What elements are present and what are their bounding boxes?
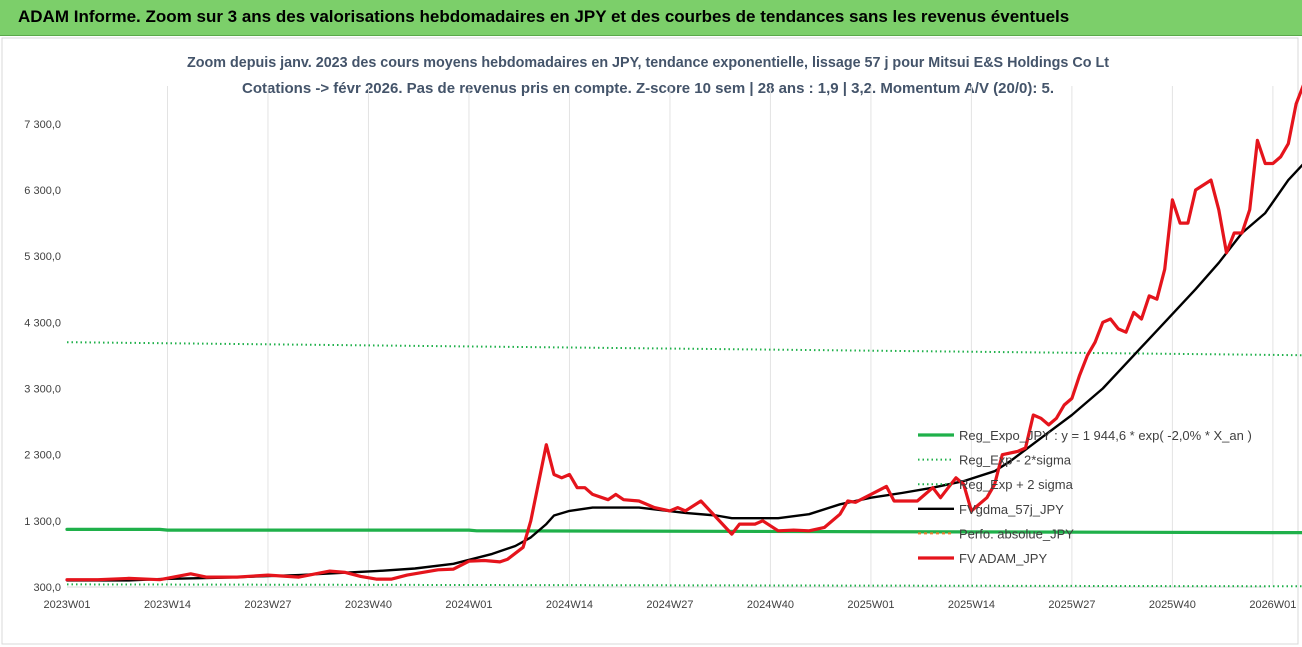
header-banner: ADAM Informe. Zoom sur 3 ans des valoris… [0,0,1302,36]
x-tick-label: 2025W40 [1149,599,1196,611]
y-tick-label: 7 300,0 [24,119,61,131]
series-line [66,583,1302,588]
y-tick-label: 1 300,0 [24,516,61,528]
x-tick-label: 2025W27 [1048,599,1095,611]
trend-chart: Zoom depuis janv. 2023 des cours moyens … [1,37,1302,645]
y-tick-label: 300,0 [33,582,61,594]
chart-subtitle: Cotations -> févr 2026. Pas de revenus p… [242,80,1054,97]
x-tick-label: 2024W01 [445,599,492,611]
x-tick-label: 2024W27 [646,599,693,611]
x-tick-label: 2023W27 [244,599,291,611]
legend-entry: FVgdma_57j_JPY [959,502,1064,517]
x-tick-label: 2023W40 [345,599,392,611]
x-tick-label: 2023W01 [43,599,90,611]
x-tick-label: 2024W14 [546,599,593,611]
y-tick-label: 2 300,0 [24,450,61,462]
report-title: ADAM Informe. Zoom sur 3 ans des valoris… [18,7,1070,26]
legend-entry: Reg_Exp + 2 sigma [959,477,1074,492]
y-tick-label: 3 300,0 [24,383,61,395]
x-axis-ticks: 2023W01 2023W14 2023W27 2023W40 2024W01 2024W… [43,599,1296,611]
legend-entry: Reg_Exp - 2*sigma [959,453,1072,468]
x-tick-label: 2025W14 [948,599,995,611]
series-lines [65,84,1302,588]
series-line [66,341,1302,357]
y-tick-label: 5 300,0 [24,251,61,263]
y-axis-ticks: 300,0 1 300,0 2 300,0 3 300,0 4 300,0 5 300,0… [24,119,61,594]
series-line [65,84,1302,582]
x-tick-label: 2025W01 [847,599,894,611]
x-tick-label: 2023W14 [144,599,191,611]
series-line [65,527,1302,535]
chart-title: Zoom depuis janv. 2023 des cours moyens … [187,54,1109,71]
x-tick-label: 2026W01 [1249,599,1296,611]
y-tick-label: 6 300,0 [24,185,61,197]
grid-lines [166,86,1274,587]
legend-entry: FV ADAM_JPY [959,551,1047,566]
legend: Reg_Expo_JPY : y = 1 944,6 * exp( -2,0% … [918,428,1252,566]
legend-entry: Reg_Expo_JPY : y = 1 944,6 * exp( -2,0% … [959,428,1252,443]
series-line [65,163,1302,582]
y-tick-label: 4 300,0 [24,317,61,329]
x-tick-label: 2024W40 [747,599,794,611]
chart-frame [1,37,1299,645]
legend-entry: Perfo. absolue_JPY [959,526,1074,541]
